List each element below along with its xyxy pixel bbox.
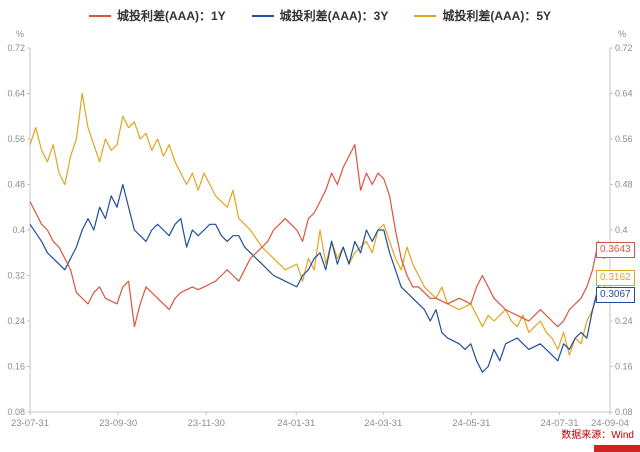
- end-value-label-5y: 0.3162: [596, 269, 635, 286]
- legend-label-1y: 城投利差(AAA)：1Y: [116, 9, 226, 23]
- svg-text:24-05-31: 24-05-31: [452, 418, 490, 429]
- svg-text:0.64: 0.64: [7, 89, 25, 99]
- svg-text:0.64: 0.64: [615, 89, 633, 99]
- svg-text:0.56: 0.56: [7, 134, 25, 144]
- svg-text:23-11-30: 23-11-30: [188, 418, 225, 429]
- legend: 城投利差(AAA)：1Y 城投利差(AAA)：3Y 城投利差(AAA)：5Y: [0, 7, 640, 24]
- legend-item-5y: 城投利差(AAA)：5Y: [414, 7, 551, 24]
- svg-text:24-01-31: 24-01-31: [277, 418, 315, 429]
- end-value-label-1y: 0.3643: [596, 242, 635, 259]
- data-source-note: 数据来源：Wind: [561, 430, 634, 441]
- legend-label-5y: 城投利差(AAA)：5Y: [442, 9, 551, 23]
- svg-text:23-09-30: 23-09-30: [99, 418, 137, 429]
- end-value-label-3y: 0.3067: [596, 286, 635, 303]
- svg-text:0.48: 0.48: [615, 180, 633, 190]
- svg-text:24-07-31: 24-07-31: [541, 418, 579, 429]
- svg-text:0.4: 0.4: [12, 225, 25, 235]
- svg-text:0.24: 0.24: [7, 316, 25, 326]
- svg-text:0.4: 0.4: [615, 225, 628, 235]
- svg-text:0.48: 0.48: [7, 180, 25, 190]
- svg-text:23-07-31: 23-07-31: [11, 418, 49, 429]
- legend-item-1y: 城投利差(AAA)：1Y: [88, 7, 226, 24]
- wind-logo-partial: [594, 445, 640, 452]
- svg-text:0.32: 0.32: [7, 271, 25, 281]
- y-axis-unit-left: %: [16, 29, 25, 39]
- legend-line-swatch-5y: [414, 14, 437, 17]
- svg-text:0.56: 0.56: [615, 134, 633, 144]
- svg-text:0.08: 0.08: [615, 407, 633, 417]
- y-axis-unit-right: %: [617, 29, 626, 39]
- svg-text:0.72: 0.72: [7, 43, 25, 53]
- svg-text:0.08: 0.08: [7, 407, 25, 417]
- svg-text:0.16: 0.16: [7, 362, 25, 372]
- svg-text:24-09-04: 24-09-04: [591, 418, 629, 429]
- svg-text:0.72: 0.72: [615, 43, 633, 53]
- legend-label-3y: 城投利差(AAA)：3Y: [279, 9, 389, 23]
- svg-text:0.24: 0.24: [615, 316, 633, 326]
- svg-text:24-03-31: 24-03-31: [364, 418, 402, 429]
- legend-item-3y: 城投利差(AAA)：3Y: [251, 7, 389, 24]
- legend-line-swatch-3y: [251, 14, 274, 17]
- svg-text:0.16: 0.16: [615, 362, 633, 372]
- legend-line-swatch-1y: [88, 14, 111, 17]
